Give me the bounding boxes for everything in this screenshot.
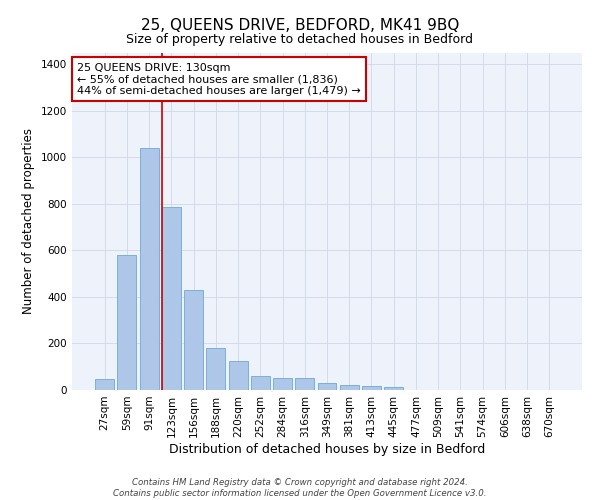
Bar <box>184 290 203 390</box>
Bar <box>162 208 181 390</box>
Bar <box>384 387 403 390</box>
Bar <box>362 386 381 390</box>
Text: 25, QUEENS DRIVE, BEDFORD, MK41 9BQ: 25, QUEENS DRIVE, BEDFORD, MK41 9BQ <box>141 18 459 32</box>
Bar <box>273 378 292 390</box>
Bar <box>251 376 270 390</box>
Bar <box>206 348 225 390</box>
Bar <box>95 379 114 390</box>
Text: 25 QUEENS DRIVE: 130sqm
← 55% of detached houses are smaller (1,836)
44% of semi: 25 QUEENS DRIVE: 130sqm ← 55% of detache… <box>77 62 361 96</box>
Y-axis label: Number of detached properties: Number of detached properties <box>22 128 35 314</box>
X-axis label: Distribution of detached houses by size in Bedford: Distribution of detached houses by size … <box>169 442 485 456</box>
Bar <box>229 361 248 390</box>
Text: Size of property relative to detached houses in Bedford: Size of property relative to detached ho… <box>127 32 473 46</box>
Bar <box>340 385 359 390</box>
Bar <box>295 378 314 390</box>
Bar <box>140 148 158 390</box>
Text: Contains HM Land Registry data © Crown copyright and database right 2024.
Contai: Contains HM Land Registry data © Crown c… <box>113 478 487 498</box>
Bar <box>118 256 136 390</box>
Bar <box>317 384 337 390</box>
